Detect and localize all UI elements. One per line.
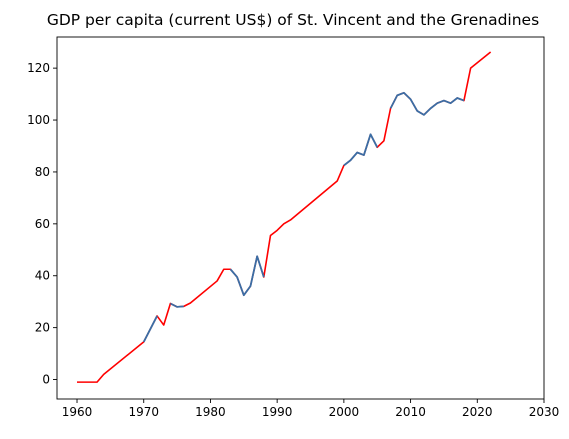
x-tick-label: 1960 (62, 405, 93, 419)
series-line-blue-segment-3 (343, 133, 379, 167)
y-tick-label: 20 (35, 321, 50, 335)
y-tick-label: 80 (35, 165, 50, 179)
x-tick-label: 1980 (195, 405, 226, 419)
x-tick-label: 2000 (329, 405, 360, 419)
x-tick-label: 2010 (395, 405, 426, 419)
series-line-blue-segment-0 (142, 315, 158, 343)
x-tick-label: 1970 (128, 405, 159, 419)
x-tick-label: 2030 (529, 405, 560, 419)
series-line-blue-segment-2 (229, 255, 265, 297)
series-line-red (77, 51, 492, 383)
y-tick-label: 100 (27, 113, 50, 127)
y-tick-label: 40 (35, 269, 50, 283)
plot-area (77, 51, 492, 383)
y-tick-label: 0 (42, 373, 50, 387)
plot-frame (56, 36, 545, 400)
y-tick-label: 120 (27, 61, 50, 75)
x-tick-label: 2020 (462, 405, 493, 419)
series-line-blue-segment-4 (389, 91, 465, 116)
y-tick-label: 60 (35, 217, 50, 231)
x-tick-label: 1990 (262, 405, 293, 419)
chart-title: GDP per capita (current US$) of St. Vinc… (47, 11, 539, 29)
series-line-blue-segment-1 (170, 302, 184, 308)
axes: 1960 1970 1980 1990 2000 2010 2020 2030 0 20 40 60 8… (27, 36, 560, 419)
